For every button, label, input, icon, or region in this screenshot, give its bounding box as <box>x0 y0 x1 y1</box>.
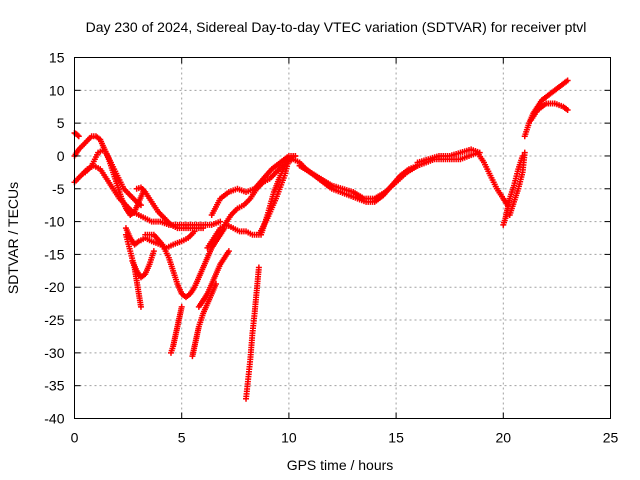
x-tick-label: 25 <box>603 430 619 446</box>
x-axis-title: GPS time / hours <box>287 457 394 473</box>
series-arc-c <box>71 129 82 140</box>
data-point <box>137 202 144 209</box>
series-arc-p <box>243 264 262 402</box>
data-point <box>178 303 185 310</box>
data-point <box>75 133 82 140</box>
y-axis-title: SDTVAR / TECUs <box>5 182 21 294</box>
series-arc-g <box>129 248 157 281</box>
data-point <box>476 149 483 156</box>
y-tick-label: -35 <box>44 378 64 394</box>
series-arc-k <box>189 280 220 360</box>
data-points <box>71 77 571 402</box>
y-tick-label: -40 <box>44 411 64 427</box>
data-point <box>225 248 232 255</box>
x-tick-label: 15 <box>388 430 404 446</box>
series-arc-r <box>296 162 421 202</box>
y-tick-label: 15 <box>49 50 65 66</box>
data-point <box>200 225 207 232</box>
data-point <box>564 77 571 84</box>
data-point <box>150 248 157 255</box>
data-point <box>74 132 81 139</box>
chart-title: Day 230 of 2024, Sidereal Day-to-day VTE… <box>86 19 587 35</box>
y-tick-label: 5 <box>57 115 65 131</box>
series-arc-t <box>500 152 526 228</box>
data-point <box>217 218 224 225</box>
y-tick-label: 10 <box>49 82 65 98</box>
series-arc-u <box>506 149 528 219</box>
y-tick-label: -25 <box>44 312 64 328</box>
y-tick-label: -10 <box>44 214 64 230</box>
plot-frame <box>74 57 611 419</box>
x-tick-label: 20 <box>496 430 512 446</box>
data-point <box>255 264 262 271</box>
series-arc-s <box>414 146 483 166</box>
y-tick-label: -5 <box>52 181 65 197</box>
x-tick-label: 0 <box>71 430 79 446</box>
y-tick-label: -15 <box>44 246 64 262</box>
series-arc-w <box>528 100 571 123</box>
series-arc-d <box>82 146 144 209</box>
series-arc-j <box>167 303 185 356</box>
data-point <box>521 149 528 156</box>
data-point <box>137 303 144 310</box>
ticks-layer: 0 5 10 15 20 25 15 10 5 0 -5 -10 -15 -20 -25 -30 -35 -40 <box>44 50 618 446</box>
series-arc-l <box>195 248 232 310</box>
x-tick-label: 5 <box>178 430 186 446</box>
series-arc-h <box>133 184 207 232</box>
y-tick-label: -30 <box>44 345 64 361</box>
y-tick-label: -20 <box>44 279 64 295</box>
y-tick-label: 0 <box>57 148 65 164</box>
data-point <box>564 107 571 114</box>
x-tick-label: 10 <box>281 430 297 446</box>
